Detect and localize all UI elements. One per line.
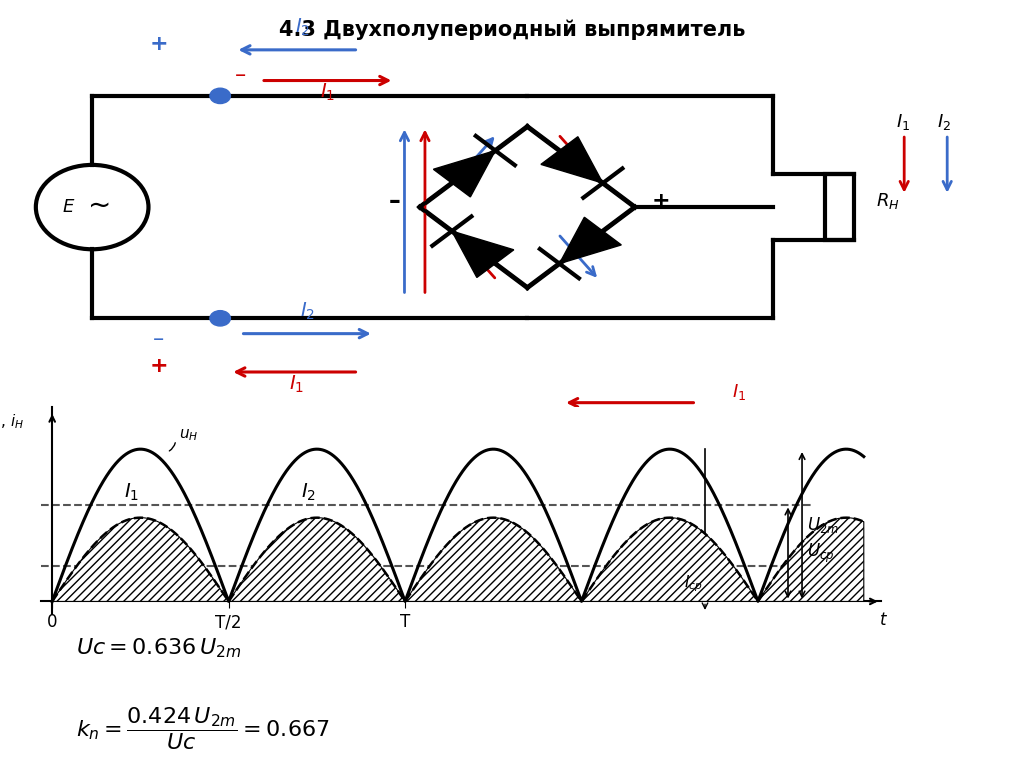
Text: –: – (154, 329, 164, 349)
Text: $I_1$: $I_1$ (124, 482, 139, 503)
Text: $U_{cp}$: $U_{cp}$ (807, 542, 834, 565)
Text: $I_1$: $I_1$ (321, 82, 335, 104)
Text: $I_2$: $I_2$ (300, 301, 314, 322)
Polygon shape (559, 217, 622, 264)
Text: $I_2$: $I_2$ (295, 16, 309, 38)
Text: $Uc = 0.636\,U_{2m}$: $Uc = 0.636\,U_{2m}$ (76, 637, 241, 660)
Text: $u_H,\, i_H$: $u_H,\, i_H$ (0, 413, 25, 431)
Text: +: + (150, 356, 168, 376)
Text: $R_H$: $R_H$ (876, 191, 899, 211)
Text: $I_1$: $I_1$ (896, 111, 910, 132)
Text: $I_1$: $I_1$ (290, 374, 304, 395)
Text: $I_2$: $I_2$ (732, 407, 746, 428)
Text: –: – (388, 189, 400, 213)
Polygon shape (541, 137, 603, 183)
Text: E: E (62, 198, 74, 216)
Text: $I_2$: $I_2$ (300, 482, 315, 503)
Text: $k_n = \dfrac{0.424\,U_{2m}}{Uc} = 0.667$: $k_n = \dfrac{0.424\,U_{2m}}{Uc} = 0.667… (76, 706, 330, 752)
Text: 4.3 Двухполупериодный выпрямитель: 4.3 Двухполупериодный выпрямитель (279, 19, 745, 40)
Text: $I_1$: $I_1$ (732, 382, 746, 403)
Text: $u_H$: $u_H$ (179, 427, 199, 443)
Text: $t$: $t$ (879, 611, 888, 628)
Text: $U_{2m}$: $U_{2m}$ (807, 515, 839, 535)
Text: $I_{cp}$: $I_{cp}$ (684, 574, 702, 594)
Text: +: + (651, 191, 670, 211)
Circle shape (210, 311, 230, 326)
Text: +: + (150, 34, 168, 54)
Text: –: – (236, 64, 246, 84)
Bar (825, 174, 854, 239)
Circle shape (210, 88, 230, 104)
Polygon shape (433, 150, 496, 197)
Text: $I_2$: $I_2$ (937, 111, 951, 132)
Polygon shape (452, 231, 514, 278)
Text: ~: ~ (88, 192, 111, 219)
